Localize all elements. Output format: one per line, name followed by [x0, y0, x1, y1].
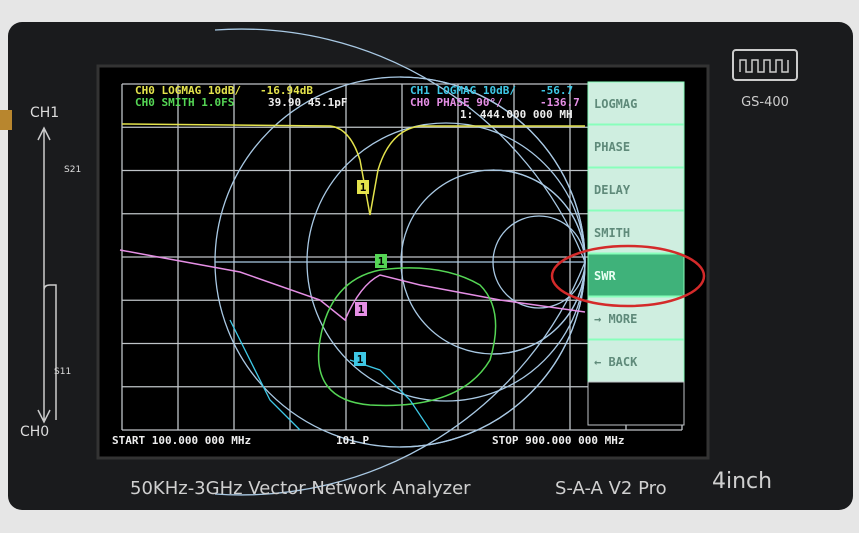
header-value: 39.90 45.1pF: [268, 96, 347, 109]
menu-button-bg[interactable]: [587, 339, 685, 383]
markers: 1 1 1 1: [354, 180, 387, 366]
header-value: -16.94dB: [260, 84, 313, 97]
header-label: CH0 SMITH 1.0FS: [135, 96, 234, 109]
menu-button-label[interactable]: DELAY: [594, 183, 631, 197]
menu-button[interactable]: DELAY: [587, 167, 685, 211]
side-label: CH0: [20, 424, 49, 440]
menu-empty: [587, 381, 685, 426]
menu: LOGMAG PHASE DELAY SMITH SWR → MORE ← BACK: [587, 81, 685, 383]
header-label: CH1 LOGMAG 10dB/: [410, 84, 516, 97]
badge-box: [732, 49, 798, 81]
header-label: CH0 LOGMAG 10dB/: [135, 84, 241, 97]
start-freq: START 100.000 000 MHz: [112, 434, 251, 447]
side-label: S21: [64, 165, 81, 175]
header-label: CH0 PHASE 90°/: [410, 96, 503, 109]
trace-phase: [119, 249, 586, 322]
menu-button[interactable]: ← BACK: [587, 339, 685, 383]
device-footer: 50KHz-3GHz Vector Network Analyzer: [130, 478, 471, 499]
model-badge: GS-400: [741, 95, 789, 110]
size: 4inch: [712, 469, 772, 494]
menu-button-label[interactable]: LOGMAG: [594, 97, 637, 111]
trace-logmag: [121, 123, 585, 216]
menu-button-bg[interactable]: [587, 167, 685, 211]
marker: 1: [357, 353, 364, 366]
menu-button-label[interactable]: SWR: [594, 269, 616, 283]
brand: S-A-A V2 Pro: [555, 478, 667, 499]
side-arrows: [37, 126, 57, 424]
stop-freq: STOP 900.000 000 MHz: [492, 434, 624, 447]
smith-chart: [214, 28, 586, 496]
marker: 1: [378, 255, 385, 268]
menu-button-bg[interactable]: [587, 253, 685, 297]
side-label: CH1: [30, 105, 59, 121]
header-value: -136.7: [540, 96, 580, 109]
header: CH0 LOGMAG 10dB/ -16.94dB CH0 SMITH 1.0F…: [135, 84, 580, 121]
screen-footer: START 100.000 000 MHz 101 P STOP 900.000…: [112, 434, 624, 447]
marker: 1: [358, 303, 365, 316]
marker-readout: 1: 444.000 000 MH: [460, 108, 573, 121]
trace-smith: [317, 267, 497, 407]
badge-icon: [739, 59, 789, 73]
marker: 1: [360, 181, 367, 194]
menu-button-label[interactable]: SMITH: [594, 226, 630, 240]
menu-button-label[interactable]: ← BACK: [594, 355, 638, 369]
menu-button-label[interactable]: → MORE: [594, 312, 637, 326]
side-panel: CH1 S21 S11 CH0: [20, 105, 81, 440]
header-value: -56.7: [540, 84, 573, 97]
points: 101 P: [336, 434, 369, 447]
connector: [0, 110, 12, 130]
highlight-circle: [550, 244, 706, 308]
menu-button[interactable]: PHASE: [587, 124, 685, 168]
menu-button-label[interactable]: PHASE: [594, 140, 630, 154]
menu-button[interactable]: SWR: [587, 253, 685, 297]
menu-button-bg[interactable]: [587, 124, 685, 168]
side-label: S11: [54, 367, 71, 377]
menu-button[interactable]: LOGMAG: [587, 81, 685, 125]
menu-button-bg[interactable]: [587, 81, 685, 125]
